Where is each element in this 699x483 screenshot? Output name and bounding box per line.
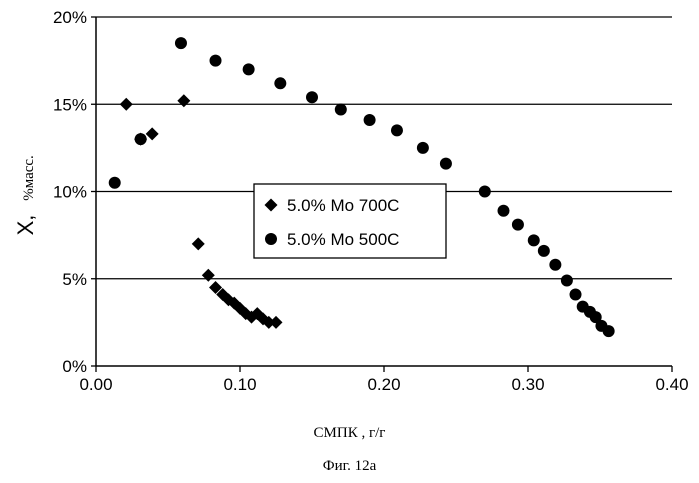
data-point-diamond: [209, 280, 223, 294]
data-point-circle: [537, 244, 550, 257]
data-point-circle: [334, 103, 347, 116]
data-point-circle: [439, 157, 452, 170]
legend-label: 5.0% Mo 700C: [287, 196, 399, 215]
y-tick-label: 20%: [53, 8, 87, 27]
legend: 5.0% Mo 700C 5.0% Mo 500C: [253, 183, 447, 259]
data-point-circle: [390, 124, 403, 137]
data-point-diamond: [269, 315, 283, 329]
data-point-circle: [560, 274, 573, 287]
axes: [91, 16, 673, 372]
y-tick-label: 0%: [62, 357, 87, 376]
data-point-circle: [306, 91, 318, 104]
x-tick-label: 0.10: [223, 375, 256, 394]
grid-lines: [96, 16, 672, 280]
data-point-diamond: [145, 127, 159, 141]
data-point-circle: [527, 234, 540, 247]
data-point-circle: [602, 325, 615, 338]
data-point-circle: [416, 141, 429, 154]
y-tick-label: 15%: [53, 95, 87, 114]
data-point-circle: [242, 63, 255, 76]
data-point-diamond: [262, 315, 276, 329]
data-point-circle: [274, 77, 287, 90]
data-point-circle: [549, 258, 562, 271]
data-point-circle: [478, 185, 491, 198]
legend-label: 5.0% Mo 500C: [287, 230, 399, 249]
x-axis-title: СМПК , г/г: [313, 425, 386, 441]
y-axis-unit: %масс.: [21, 155, 37, 201]
data-point-circle: [108, 176, 121, 189]
data-point-circle: [569, 288, 582, 301]
x-tick-label: 0.40: [655, 375, 688, 394]
figure-caption: Фиг. 12а: [322, 458, 377, 474]
legend-marker: [265, 233, 277, 245]
data-point-diamond: [119, 97, 133, 111]
data-point-circle: [511, 218, 524, 231]
data-point-circle: [174, 37, 187, 50]
data-point-circle: [589, 311, 602, 324]
data-point-diamond: [177, 94, 191, 108]
x-tick-label: 0.00: [79, 375, 112, 394]
series-group: [108, 37, 615, 338]
data-point-circle: [363, 113, 376, 126]
data-point-circle: [134, 133, 147, 146]
x-tick-labels: 0.00 0.10 0.20 0.30 0.40: [79, 375, 688, 394]
x-tick-label: 0.30: [511, 375, 544, 394]
y-tick-label: 5%: [62, 270, 87, 289]
x-tick-label: 0.20: [367, 375, 400, 394]
y-tick-labels: 0% 5% 10% 15% 20%: [53, 8, 87, 376]
data-point-circle: [497, 204, 510, 217]
y-axis-title: X,: [13, 215, 38, 236]
legend-box: [253, 183, 447, 259]
data-point-circle: [209, 54, 222, 67]
data-points: [108, 37, 615, 338]
y-tick-label: 10%: [53, 183, 87, 202]
data-point-diamond: [201, 268, 215, 282]
legend-marker: [264, 198, 278, 212]
data-point-diamond: [191, 237, 205, 251]
